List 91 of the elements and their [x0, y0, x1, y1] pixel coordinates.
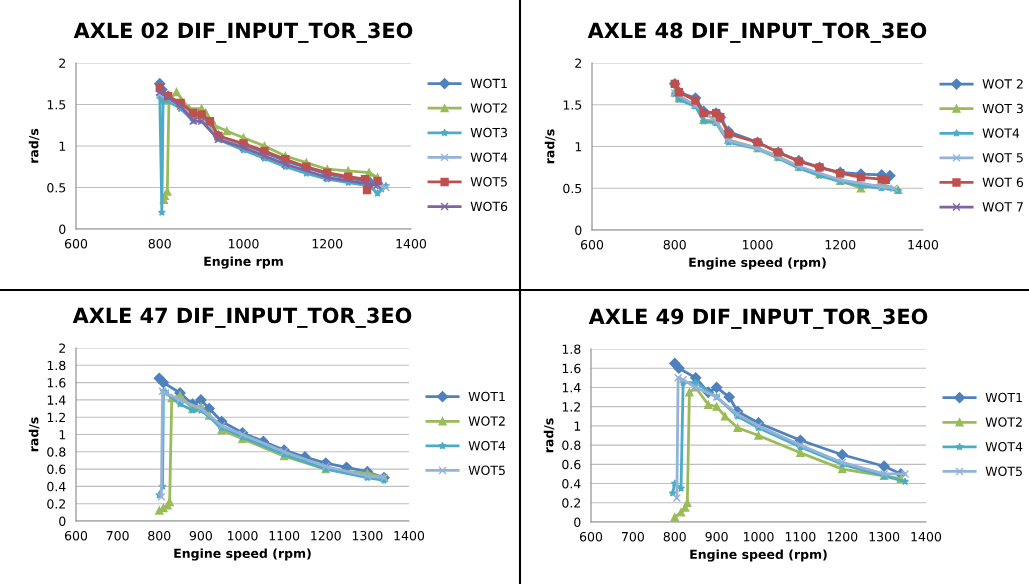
legend-label: WOT4: [468, 440, 506, 451]
y-tick-label: 1: [574, 421, 581, 431]
x-axis-title: Engine speed (rpm): [174, 548, 311, 561]
legend-label: WOT5: [468, 465, 505, 476]
y-tick-label: 0: [59, 224, 66, 234]
x-tick-label: 1300: [352, 530, 383, 541]
legend-label: WOT 5: [982, 152, 1023, 163]
x-tick-label: 800: [663, 239, 686, 250]
legend-label: WOT1: [470, 78, 507, 89]
x-tick-label: 1200: [312, 238, 343, 249]
y-tick-label: 0: [59, 516, 66, 526]
x-tick-label: 1400: [396, 238, 427, 249]
chart-title: AXLE 47 DIF_INPUT_TOR_3EO: [72, 307, 412, 328]
legend-label: WOT1: [985, 392, 1022, 403]
x-axis-title: Engine speed (rpm): [689, 257, 826, 270]
x-tick-label: 700: [106, 530, 129, 541]
x-tick-label: 1400: [394, 530, 425, 541]
y-tick-label: 0.4: [47, 481, 66, 492]
x-tick-label: 1100: [785, 531, 816, 542]
x-tick-label: 1000: [228, 238, 259, 249]
y-tick-label: 0.6: [562, 459, 581, 470]
legend-label: WOT1: [468, 391, 505, 402]
y-tick-label: 2: [59, 343, 66, 353]
chart-title: AXLE 49 DIF_INPUT_TOR_3EO: [588, 308, 928, 329]
x-tick-label: 600: [64, 238, 88, 249]
y-tick-label: 1: [59, 430, 66, 440]
y-tick-label: 1.6: [562, 363, 581, 374]
y-axis-title: rad/s: [544, 129, 556, 164]
legend-label: WOT3: [470, 127, 507, 138]
y-tick-label: 1.4: [562, 383, 581, 393]
legend-label: WOT6: [470, 201, 508, 212]
legend-label: WOT2: [470, 103, 507, 113]
y-tick-label: 1.8: [47, 360, 66, 371]
y-tick-label: 0.2: [47, 499, 66, 509]
x-tick-label: 900: [189, 530, 212, 541]
y-tick-label: 1.2: [562, 402, 581, 412]
x-tick-label: 600: [64, 530, 88, 541]
y-axis-title: rad/s: [28, 417, 40, 452]
x-tick-label: 800: [148, 530, 171, 541]
x-tick-label: 1400: [908, 239, 939, 250]
x-tick-label: 1200: [827, 531, 858, 542]
y-tick-label: 0: [574, 517, 581, 527]
y-tick-label: 1.5: [563, 100, 582, 110]
x-tick-label: 1000: [742, 239, 773, 250]
x-tick-label: 900: [705, 531, 728, 542]
y-tick-label: 0: [575, 225, 582, 235]
x-tick-label: 1200: [311, 530, 341, 541]
y-tick-label: 1: [575, 142, 582, 152]
x-tick-label: 1100: [269, 530, 300, 541]
x-tick-label: 1000: [743, 531, 774, 542]
y-tick-label: 1.2: [47, 412, 66, 422]
x-tick-label: 800: [663, 531, 686, 542]
legend-label: WOT 6: [982, 177, 1024, 188]
x-tick-label: 1200: [825, 239, 856, 250]
x-axis-title: Engine rpm: [204, 256, 283, 269]
legend-label: WOT4: [470, 152, 508, 162]
y-tick-label: 0.8: [47, 447, 66, 457]
x-tick-label: 600: [580, 239, 604, 250]
y-tick-label: 1.6: [47, 378, 66, 388]
x-tick-label: 700: [621, 531, 644, 542]
legend-label: WOT4: [985, 441, 1023, 452]
chart-title: AXLE 48 DIF_INPUT_TOR_3EO: [587, 22, 927, 43]
y-tick-label: 0.8: [562, 440, 581, 451]
y-axis-title: rad/s: [543, 418, 555, 453]
y-tick-label: 2: [59, 58, 66, 68]
x-axis-title: Engine speed (rpm): [690, 549, 827, 562]
legend-label: WOT2: [985, 417, 1022, 427]
y-tick-label: 1.5: [47, 100, 66, 110]
y-axis-title: rad/s: [28, 128, 40, 163]
legend-label: WOT2: [468, 416, 505, 426]
x-tick-label: 1000: [227, 530, 258, 541]
y-tick-label: 0.2: [562, 498, 581, 508]
legend-label: WOT5: [985, 466, 1022, 477]
legend-label: WOT 2: [982, 79, 1023, 89]
y-tick-label: 1.8: [562, 344, 581, 354]
x-tick-label: 600: [579, 531, 603, 542]
x-tick-label: 1300: [869, 531, 900, 542]
y-tick-label: 0.5: [563, 183, 582, 194]
y-tick-label: 0.4: [562, 479, 581, 489]
x-tick-label: 800: [148, 238, 171, 249]
y-tick-label: 0.5: [47, 182, 66, 193]
y-tick-label: 1: [59, 141, 66, 151]
y-tick-label: 1.4: [47, 395, 66, 405]
legend-label: WOT5: [470, 177, 507, 187]
legend-label: WOT 3: [982, 103, 1023, 114]
legend-label: WOT4: [982, 128, 1020, 138]
y-tick-label: 0.6: [47, 464, 66, 475]
x-tick-label: 1400: [911, 531, 942, 542]
legend-label: WOT 7: [982, 202, 1023, 212]
y-tick-label: 2: [575, 58, 582, 68]
chart-title: AXLE 02 DIF_INPUT_TOR_3EO: [73, 22, 413, 43]
